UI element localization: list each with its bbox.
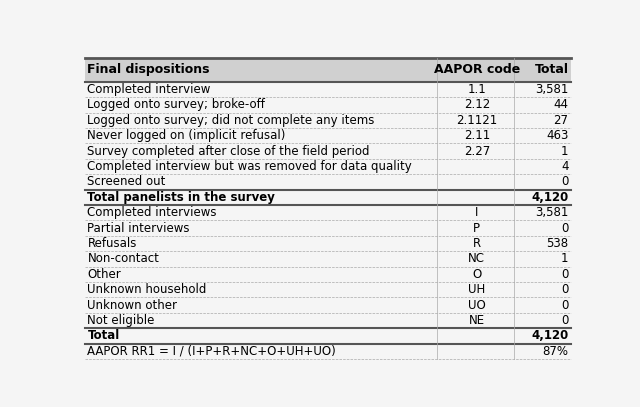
Text: 3,581: 3,581 (535, 83, 568, 96)
Text: Unknown household: Unknown household (88, 283, 207, 296)
Text: I: I (475, 206, 479, 219)
Text: Never logged on (implicit refusal): Never logged on (implicit refusal) (88, 129, 286, 142)
Text: Total panelists in the survey: Total panelists in the survey (88, 191, 275, 204)
Text: NC: NC (468, 252, 485, 265)
Text: 4,120: 4,120 (531, 330, 568, 342)
Text: 463: 463 (546, 129, 568, 142)
Text: Completed interview but was removed for data quality: Completed interview but was removed for … (88, 160, 412, 173)
Text: 4,120: 4,120 (531, 191, 568, 204)
Text: Final dispositions: Final dispositions (88, 63, 210, 77)
Text: Completed interviews: Completed interviews (88, 206, 217, 219)
Text: Not eligible: Not eligible (88, 314, 155, 327)
Text: Unknown other: Unknown other (88, 299, 177, 312)
Text: AAPOR code: AAPOR code (434, 63, 520, 77)
Text: Partial interviews: Partial interviews (88, 222, 190, 234)
Text: 0: 0 (561, 175, 568, 188)
Text: R: R (473, 237, 481, 250)
Text: 2.12: 2.12 (463, 98, 490, 112)
Text: 4: 4 (561, 160, 568, 173)
Text: Logged onto survey; did not complete any items: Logged onto survey; did not complete any… (88, 114, 375, 127)
Text: 2.1121: 2.1121 (456, 114, 497, 127)
Text: 1: 1 (561, 144, 568, 158)
Text: Non-contact: Non-contact (88, 252, 159, 265)
Text: 2.11: 2.11 (463, 129, 490, 142)
Text: 1: 1 (561, 252, 568, 265)
Text: Total: Total (534, 63, 568, 77)
Text: 0: 0 (561, 222, 568, 234)
Bar (85, 58, 571, 82)
Text: Screened out: Screened out (88, 175, 166, 188)
Text: Refusals: Refusals (88, 237, 137, 250)
Text: 538: 538 (547, 237, 568, 250)
Text: UO: UO (468, 299, 486, 312)
Text: P: P (474, 222, 480, 234)
Text: Other: Other (88, 268, 121, 281)
Text: Survey completed after close of the field period: Survey completed after close of the fiel… (88, 144, 370, 158)
Text: 0: 0 (561, 268, 568, 281)
Text: 27: 27 (554, 114, 568, 127)
Text: Total: Total (88, 330, 120, 342)
Text: 0: 0 (561, 314, 568, 327)
Text: UH: UH (468, 283, 485, 296)
Text: 87%: 87% (543, 345, 568, 358)
Text: Logged onto survey; broke-off: Logged onto survey; broke-off (88, 98, 266, 112)
Text: 2.27: 2.27 (463, 144, 490, 158)
Text: 0: 0 (561, 283, 568, 296)
Text: 1.1: 1.1 (467, 83, 486, 96)
Text: 3,581: 3,581 (535, 206, 568, 219)
Text: 44: 44 (554, 98, 568, 112)
Text: Completed interview: Completed interview (88, 83, 211, 96)
Text: AAPOR RR1 = I / (I+P+R+NC+O+UH+UO): AAPOR RR1 = I / (I+P+R+NC+O+UH+UO) (88, 345, 336, 358)
Text: 0: 0 (561, 299, 568, 312)
Text: O: O (472, 268, 481, 281)
Text: NE: NE (468, 314, 485, 327)
